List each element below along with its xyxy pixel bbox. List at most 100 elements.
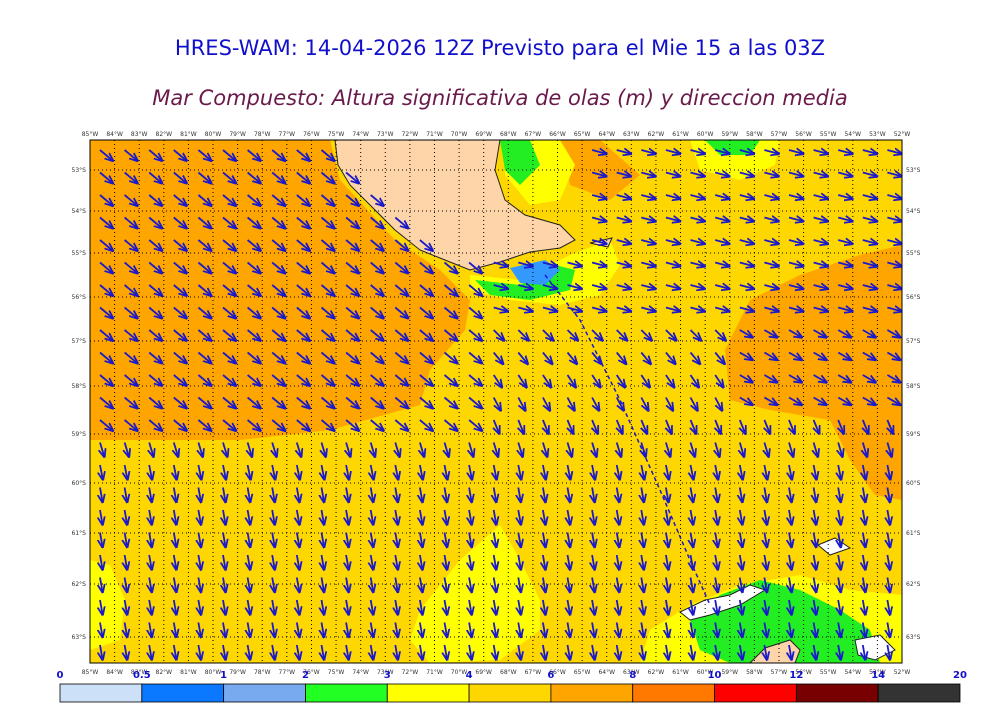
wave-arrow bbox=[149, 487, 152, 503]
land-tierra-del-fuego bbox=[334, 140, 576, 271]
wave-arrow bbox=[567, 263, 583, 267]
wave-arrow bbox=[420, 577, 423, 593]
wave-arrow bbox=[197, 419, 211, 431]
wave-arrow bbox=[371, 464, 374, 480]
wave-arrow bbox=[666, 644, 669, 660]
wave-arrow bbox=[420, 442, 424, 457]
wave-arrow bbox=[148, 396, 162, 409]
wave-arrow bbox=[492, 397, 501, 411]
wave-arrow bbox=[99, 284, 113, 296]
wave-arrow bbox=[247, 171, 261, 184]
wave-arrow bbox=[271, 239, 285, 251]
wave-arrow bbox=[641, 532, 644, 548]
wave-arrow bbox=[345, 216, 359, 229]
wave-arrow bbox=[125, 442, 129, 457]
wave-arrow bbox=[320, 239, 335, 251]
lat-tick-right: 63°S bbox=[906, 634, 921, 641]
wave-arrow bbox=[617, 419, 623, 434]
wave-arrow bbox=[346, 622, 349, 638]
wave-arrow bbox=[615, 397, 624, 411]
colorbar-swatch bbox=[714, 683, 797, 703]
map-subtitle: Mar Compuesto: Altura significativa de o… bbox=[152, 86, 848, 110]
wave-arrow bbox=[518, 308, 533, 312]
calm-area-sw bbox=[90, 560, 125, 650]
wave-arrow bbox=[271, 419, 285, 431]
wave-arrow bbox=[592, 509, 595, 525]
wave-arrow bbox=[640, 397, 648, 411]
wave-arrow bbox=[420, 532, 423, 548]
wave-arrow bbox=[99, 329, 113, 341]
wave-arrow bbox=[740, 644, 743, 660]
wave-arrow bbox=[616, 351, 627, 365]
wave-arrow bbox=[837, 374, 851, 383]
wave-arrow bbox=[173, 351, 187, 364]
wave-arrow bbox=[789, 442, 793, 457]
wave-arrow bbox=[862, 396, 876, 406]
wave-arrow bbox=[690, 308, 706, 312]
lat-tick-left: 54°S bbox=[72, 208, 87, 215]
wave-arrow bbox=[789, 419, 795, 434]
wave-arrow bbox=[568, 419, 574, 434]
wave-arrow bbox=[174, 577, 177, 593]
wave-arrow bbox=[641, 195, 656, 199]
wave-arrow bbox=[862, 218, 878, 222]
wave-arrow bbox=[198, 577, 201, 593]
wave-arrow bbox=[322, 554, 325, 570]
wave-arrow bbox=[346, 577, 349, 593]
wave-arrow bbox=[271, 261, 285, 274]
wave-arrow bbox=[493, 285, 509, 289]
wave-arrow bbox=[198, 487, 201, 503]
wave-arrow bbox=[223, 577, 226, 593]
wave-arrow bbox=[320, 374, 335, 386]
wave-arrow bbox=[297, 622, 300, 638]
wave-arrow bbox=[591, 397, 599, 411]
wave-arrow bbox=[493, 329, 505, 341]
wave-arrow bbox=[518, 532, 521, 548]
wave-arrow bbox=[223, 487, 226, 503]
wave-arrow bbox=[666, 509, 669, 525]
wave-arrow bbox=[124, 396, 138, 409]
wave-arrow bbox=[592, 442, 596, 457]
wave-arrow bbox=[837, 351, 851, 361]
wave-arrow bbox=[691, 509, 694, 525]
wave-arrow bbox=[714, 218, 729, 222]
lon-tick-bottom: 72°W bbox=[402, 669, 419, 676]
wave-arrow bbox=[494, 554, 497, 570]
wave-arrow bbox=[837, 285, 853, 289]
wave-arrow bbox=[666, 442, 670, 457]
wave-arrow bbox=[198, 644, 201, 660]
lon-tick-top: 54°W bbox=[844, 131, 861, 138]
wave-arrow bbox=[174, 532, 177, 548]
lon-tick-bottom: 60°W bbox=[697, 669, 714, 676]
wave-arrow bbox=[124, 284, 138, 296]
wave-arrow bbox=[690, 263, 706, 267]
wave-arrow bbox=[322, 509, 325, 525]
wave-arrow bbox=[591, 240, 607, 244]
wave-arrow bbox=[247, 396, 261, 409]
wave-arrow bbox=[617, 532, 620, 548]
wave-arrow bbox=[320, 216, 335, 229]
wave-arrow bbox=[666, 532, 669, 548]
lon-tick-bottom: 54°W bbox=[844, 669, 861, 676]
wave-arrow bbox=[691, 532, 694, 548]
wave-arrow bbox=[813, 173, 829, 177]
wave-arrow bbox=[394, 284, 408, 296]
wave-arrow bbox=[248, 532, 251, 548]
wave-arrow bbox=[641, 644, 644, 660]
wave-arrow bbox=[863, 644, 866, 660]
wave-arrow bbox=[493, 263, 509, 267]
wave-arrow bbox=[518, 464, 521, 480]
wave-arrow bbox=[100, 599, 103, 615]
colorbar-swatch bbox=[305, 683, 388, 703]
wave-arrow bbox=[714, 397, 722, 411]
wave-arrow bbox=[345, 284, 359, 296]
wave-arrow bbox=[617, 464, 620, 480]
wave-arrow bbox=[370, 284, 384, 296]
wave-arrow bbox=[616, 150, 632, 154]
wave-arrow bbox=[665, 218, 681, 222]
colorbar-label: 14 bbox=[871, 670, 885, 681]
lat-tick-left: 53°S bbox=[72, 167, 87, 174]
wave-arrow bbox=[346, 509, 349, 525]
wave-arrow bbox=[346, 554, 349, 570]
wave-arrow bbox=[445, 554, 448, 570]
